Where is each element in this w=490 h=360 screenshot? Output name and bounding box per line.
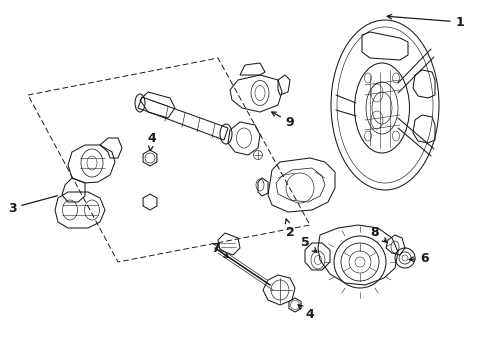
Text: 9: 9 xyxy=(271,112,294,129)
Text: 8: 8 xyxy=(371,225,387,242)
Text: 7: 7 xyxy=(211,242,229,258)
Text: 1: 1 xyxy=(387,14,465,28)
Text: 3: 3 xyxy=(8,196,57,215)
Text: 4: 4 xyxy=(298,305,315,321)
Text: 4: 4 xyxy=(147,131,156,151)
Text: 6: 6 xyxy=(409,252,429,265)
Text: 5: 5 xyxy=(301,235,317,252)
Text: 2: 2 xyxy=(285,219,294,239)
